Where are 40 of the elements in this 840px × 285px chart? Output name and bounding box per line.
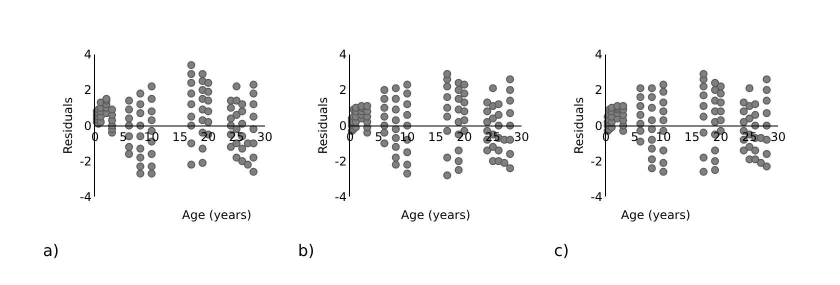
x-tick-label: 25	[485, 130, 501, 144]
x-tick-label: 10	[656, 130, 672, 144]
y-tick-label: 0	[594, 118, 603, 133]
x-tick-label: 25	[742, 130, 758, 144]
y-axis-title: Residuals	[316, 97, 330, 154]
y-tick-label: -4	[590, 190, 603, 204]
text: a)	[43, 241, 60, 260]
y-tick-label: 0	[84, 118, 92, 133]
x-tick-label: 15	[428, 130, 444, 144]
x-axis-title: Age (years)	[401, 208, 470, 222]
x-tick-label: 30	[257, 130, 272, 144]
y-tick-label: -2	[334, 154, 347, 168]
x-tick-label: 20	[713, 130, 728, 144]
y-tick-label: 2	[594, 83, 603, 98]
x-tick-label: 20	[456, 130, 472, 144]
y-tick-label: 0	[339, 118, 347, 133]
text: b)	[298, 241, 314, 260]
x-tick-label: 5	[630, 130, 638, 144]
x-tick-label: 30	[514, 130, 530, 144]
x-tick-label: 30	[770, 130, 786, 144]
y-axis-title: Residuals	[572, 97, 586, 154]
y-tick-label: 4	[594, 48, 603, 62]
x-tick-label: 5	[374, 130, 382, 144]
y-tick-label: 4	[84, 48, 92, 62]
x-axis-title: Age (years)	[182, 208, 252, 222]
y-tick-label: -2	[590, 154, 603, 168]
y-tick-label: 4	[339, 48, 347, 62]
y-tick-label: 2	[84, 83, 92, 98]
x-tick-label: 10	[144, 130, 160, 144]
x-tick-label: 5	[120, 130, 128, 144]
x-axis-title: Age (years)	[621, 208, 690, 222]
y-tick-label: -4	[80, 190, 92, 204]
y-axis-title: Residuals	[61, 97, 76, 154]
x-tick-label: 15	[684, 130, 700, 144]
y-tick-label: 2	[339, 83, 347, 98]
y-tick-label: -2	[80, 154, 92, 168]
x-tick-label: 10	[400, 130, 415, 144]
y-tick-label: -4	[334, 190, 347, 204]
x-tick-label: 15	[172, 130, 188, 144]
text: c)	[554, 241, 570, 260]
